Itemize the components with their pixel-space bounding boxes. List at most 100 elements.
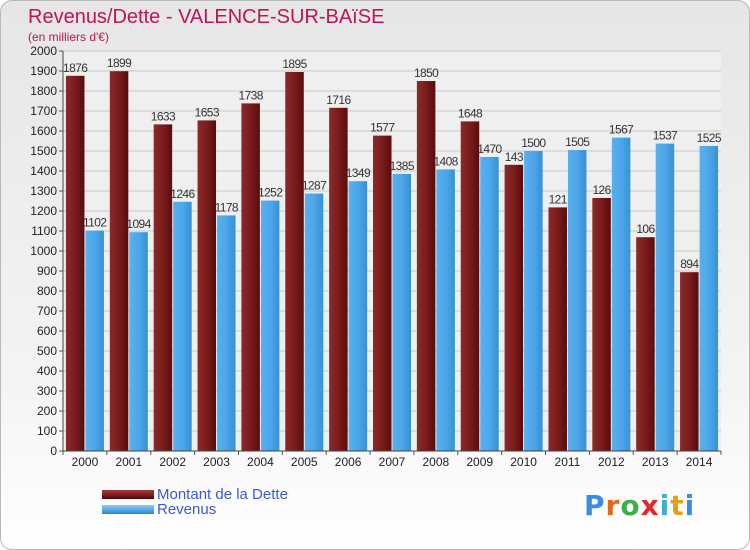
bar-revenus <box>480 157 499 451</box>
legend-label-revenus: Revenus <box>157 501 217 518</box>
logo-letter: o <box>620 489 641 522</box>
data-label: 1408 <box>433 154 458 168</box>
bar-dette <box>109 71 129 451</box>
x-tick-label: 2012 <box>598 455 625 469</box>
proxiti-logo: Proxiti <box>584 489 695 522</box>
y-tick-label: 400 <box>37 364 57 378</box>
bar-dette <box>680 272 699 451</box>
x-tick-label: 2005 <box>291 455 318 469</box>
y-tick-label: 1100 <box>31 224 57 238</box>
data-label: 1850 <box>414 66 439 80</box>
bar-dette <box>548 207 567 451</box>
data-label: 1648 <box>458 106 483 120</box>
logo-letter: x <box>640 489 660 522</box>
data-label: 121 <box>549 192 568 206</box>
legend-label-dette: Montant de la Dette <box>157 486 288 503</box>
bar-revenus <box>655 143 675 451</box>
bar-revenus <box>392 174 411 451</box>
bar-dette <box>153 124 173 452</box>
logo-letter: i <box>684 489 696 522</box>
logo-letter: P <box>584 489 606 522</box>
x-tick-label: 2013 <box>642 455 669 469</box>
data-label: 1385 <box>390 159 415 173</box>
data-label: 1349 <box>346 166 371 180</box>
y-tick-label: 200 <box>37 404 57 418</box>
data-label: 1537 <box>653 129 678 143</box>
bar-revenus <box>567 150 587 451</box>
data-label: 143 <box>505 150 524 164</box>
x-tick-label: 2008 <box>423 455 450 469</box>
bar-dette <box>285 72 304 451</box>
bar-revenus <box>699 146 719 451</box>
x-tick-label: 2004 <box>247 455 274 469</box>
bar-dette <box>636 237 655 451</box>
data-label: 1525 <box>697 131 722 145</box>
data-label: 1287 <box>302 179 327 193</box>
bar-revenus <box>129 232 148 451</box>
x-tick-label: 2006 <box>335 455 362 469</box>
data-label: 1500 <box>521 136 546 150</box>
bar-revenus <box>304 193 324 451</box>
y-tick-label: 800 <box>37 284 57 298</box>
x-tick-label: 2007 <box>379 455 406 469</box>
bar-dette <box>373 135 392 451</box>
x-tick-label: 2003 <box>203 455 230 469</box>
y-tick-label: 900 <box>37 264 57 278</box>
bar-revenus <box>85 230 104 451</box>
y-tick-label: 700 <box>37 304 57 318</box>
x-tick-label: 2010 <box>510 455 537 469</box>
bar-dette <box>592 198 611 451</box>
data-label: 1094 <box>126 217 151 231</box>
data-label: 1633 <box>151 109 176 123</box>
data-label: 894 <box>680 257 699 271</box>
bar-dette <box>460 121 480 452</box>
data-label: 1567 <box>609 123 634 137</box>
x-tick-label: 2000 <box>72 455 99 469</box>
y-tick-label: 1700 <box>30 104 57 118</box>
y-tick-label: 300 <box>37 384 57 398</box>
bar-dette <box>329 107 348 452</box>
data-label: 106 <box>636 222 655 236</box>
data-label: 1470 <box>477 142 502 156</box>
logo-letter: t <box>670 489 685 522</box>
data-label: 1252 <box>258 186 283 200</box>
legend-swatch-dette <box>102 490 154 499</box>
y-tick-label: 1900 <box>30 64 57 78</box>
x-tick-label: 2011 <box>555 455 581 469</box>
y-tick-label: 1200 <box>30 204 57 218</box>
logo-letter: r <box>605 489 621 522</box>
data-label: 1505 <box>565 135 590 149</box>
y-tick-label: 1400 <box>30 164 57 178</box>
x-tick-label: 2014 <box>686 455 713 469</box>
y-tick-label: 1500 <box>30 144 57 158</box>
data-label: 1246 <box>170 187 195 201</box>
bar-dette <box>241 103 260 452</box>
y-tick-label: 1300 <box>30 184 57 198</box>
data-label: 1102 <box>83 216 107 230</box>
data-label: 1577 <box>370 121 395 135</box>
bar-revenus <box>173 201 192 451</box>
bar-revenus <box>348 181 368 451</box>
data-label: 1178 <box>215 200 239 214</box>
y-tick-label: 1000 <box>30 244 57 258</box>
logo-letter: i <box>659 489 671 522</box>
y-tick-label: 600 <box>37 324 57 338</box>
legend-swatch-revenus <box>102 505 154 514</box>
y-tick-label: 100 <box>37 424 57 438</box>
y-tick-label: 1600 <box>30 124 57 138</box>
data-label: 126 <box>592 183 611 197</box>
data-label: 1895 <box>282 57 307 71</box>
data-label: 1653 <box>195 105 220 119</box>
x-tick-label: 2001 <box>115 455 142 469</box>
y-tick-label: 500 <box>37 344 57 358</box>
data-label: 1876 <box>63 61 88 75</box>
x-tick-label: 2002 <box>159 455 186 469</box>
data-label: 1738 <box>239 88 264 102</box>
chart-subtitle: (en milliers d'€) <box>28 30 109 44</box>
bar-dette <box>504 164 524 452</box>
data-label: 1899 <box>107 56 132 70</box>
y-tick-label: 1800 <box>30 84 57 98</box>
bar-revenus <box>217 215 236 451</box>
